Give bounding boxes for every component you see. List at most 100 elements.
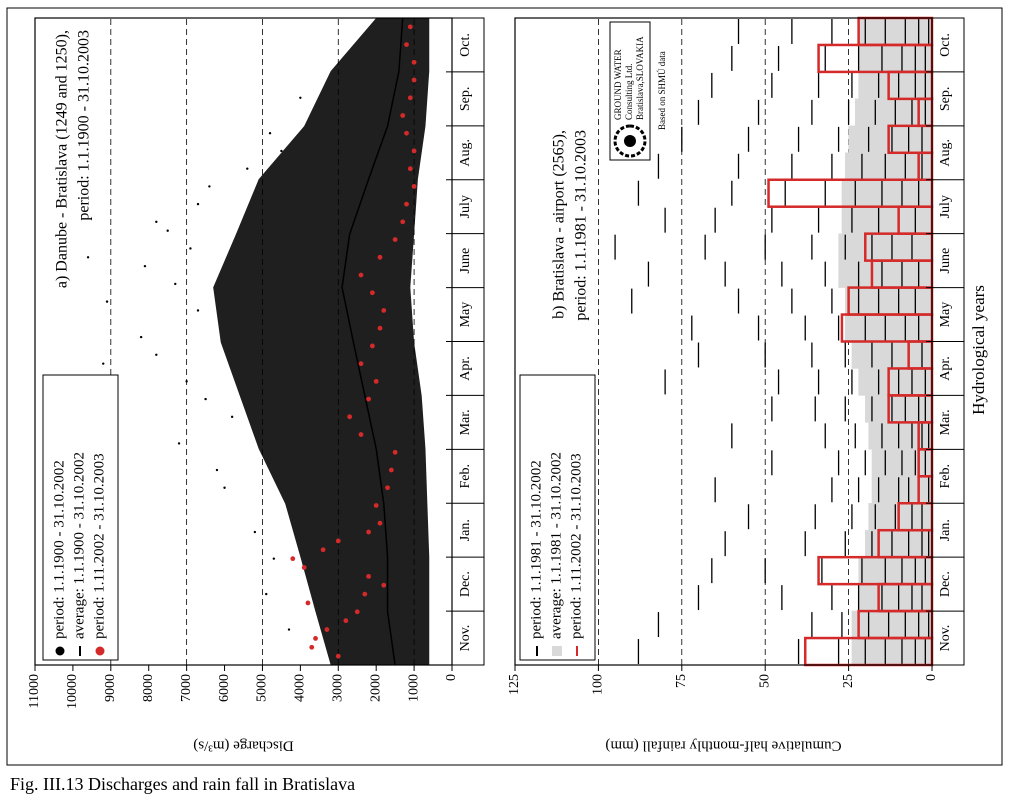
- y-tick-label: 100: [591, 674, 606, 695]
- average-bar: [858, 368, 933, 396]
- plot-marks: [86, 17, 430, 666]
- x-tick-label: May: [458, 302, 473, 328]
- average-bar: [865, 395, 933, 423]
- point: [381, 582, 387, 588]
- average-bar: [855, 98, 933, 127]
- y-tick-label: 5000: [255, 674, 270, 702]
- y-tick-label: 125: [507, 674, 522, 695]
- average-bar: [851, 637, 933, 666]
- y-axis-label: Discharge (m³/s): [193, 738, 293, 754]
- point: [268, 132, 272, 135]
- point: [155, 220, 158, 224]
- y-tick-label: 75: [674, 674, 689, 688]
- point: [105, 300, 109, 303]
- x-tick-label: Jan.: [938, 519, 953, 541]
- legend-marker: [55, 646, 65, 656]
- point: [102, 362, 105, 365]
- x-tick-label: Oct.: [938, 33, 953, 57]
- point: [400, 219, 406, 225]
- point: [299, 96, 302, 99]
- point: [230, 415, 234, 419]
- point: [301, 565, 307, 570]
- y-tick-label: 50: [757, 674, 772, 688]
- point: [335, 653, 341, 659]
- y-tick-label: 2000: [368, 674, 383, 702]
- point: [369, 290, 375, 296]
- legend-marker: [95, 646, 105, 656]
- y-tick-label: 1000: [406, 674, 421, 702]
- chart: Nov. Dec. Jan. Feb. Mar. Apr. May June July Aug. S…: [507, 16, 988, 754]
- point: [290, 556, 296, 562]
- chart-title: a) Danube - Bratislava (1249 and 1250),: [54, 30, 71, 288]
- plot-marks: [614, 16, 934, 667]
- x-axis-label: Hydrological years: [969, 285, 988, 415]
- point: [280, 149, 283, 153]
- figure-frame: [6, 7, 1003, 766]
- x-tick-label: Jan.: [458, 519, 473, 541]
- point: [366, 396, 372, 402]
- point: [189, 247, 192, 250]
- point: [373, 378, 379, 384]
- point: [208, 185, 211, 188]
- point: [407, 95, 413, 101]
- point: [411, 183, 417, 189]
- x-tick-label: Feb.: [458, 464, 473, 489]
- point: [143, 264, 147, 268]
- point: [246, 167, 249, 170]
- point: [309, 644, 315, 650]
- point: [354, 609, 360, 615]
- y-tick-label: 10000: [65, 674, 80, 709]
- point: [381, 308, 387, 313]
- legend-frame: [42, 374, 119, 661]
- y-tick-label: 25: [841, 674, 856, 688]
- y-tick-label: 8000: [141, 674, 156, 702]
- x-tick-label: Dec.: [938, 571, 953, 597]
- point: [265, 592, 268, 596]
- point: [177, 442, 181, 445]
- point: [411, 59, 417, 65]
- y-tick-label: 9000: [103, 674, 118, 702]
- dense-cloud: [213, 18, 430, 665]
- point: [392, 449, 398, 455]
- point: [166, 229, 169, 232]
- x-tick-label: Nov.: [938, 625, 953, 652]
- point: [196, 309, 200, 312]
- x-tick-label: Aug.: [938, 139, 953, 167]
- chart-subtitle: period: 1.1.1981 - 31.10.2003: [573, 130, 590, 321]
- y-tick-label: 6000: [217, 674, 232, 702]
- y-tick-label: 4000: [293, 674, 308, 702]
- x-tick-label: Nov.: [458, 625, 473, 652]
- point: [347, 414, 353, 420]
- point: [86, 256, 90, 259]
- average-bar: [871, 476, 933, 504]
- point: [407, 166, 413, 172]
- x-tick-label: Dec.: [458, 571, 473, 597]
- logo-text: Bratislava,SLOVAKIA: [635, 36, 645, 120]
- x-tick-label: Feb.: [938, 464, 953, 489]
- point: [411, 77, 417, 83]
- point: [377, 325, 383, 331]
- point: [358, 361, 364, 367]
- point: [174, 282, 177, 286]
- x-tick-label: Apr.: [938, 356, 953, 381]
- x-tick-label: Sep.: [458, 87, 473, 112]
- point: [343, 618, 349, 624]
- x-tick-label: Sep.: [938, 87, 953, 112]
- y-axis-label: Cumulative half-monthly rainfall (mm): [605, 738, 841, 754]
- point: [155, 353, 158, 356]
- x-tick-label: Mar.: [458, 409, 473, 435]
- point: [385, 485, 390, 491]
- average-bar: [858, 556, 933, 585]
- x-tick-label: Oct.: [458, 33, 473, 57]
- x-tick-label: Aug.: [458, 139, 473, 167]
- y-tick-label: 7000: [179, 674, 194, 702]
- chart-subtitle: period: 1.1.1900 - 31.10.2003: [76, 30, 93, 221]
- logo-icon: [613, 124, 647, 158]
- point: [139, 335, 143, 339]
- point: [377, 254, 383, 260]
- legend-marker: [552, 646, 562, 656]
- point: [215, 468, 219, 472]
- point: [366, 529, 372, 535]
- logo-frame: [609, 21, 651, 161]
